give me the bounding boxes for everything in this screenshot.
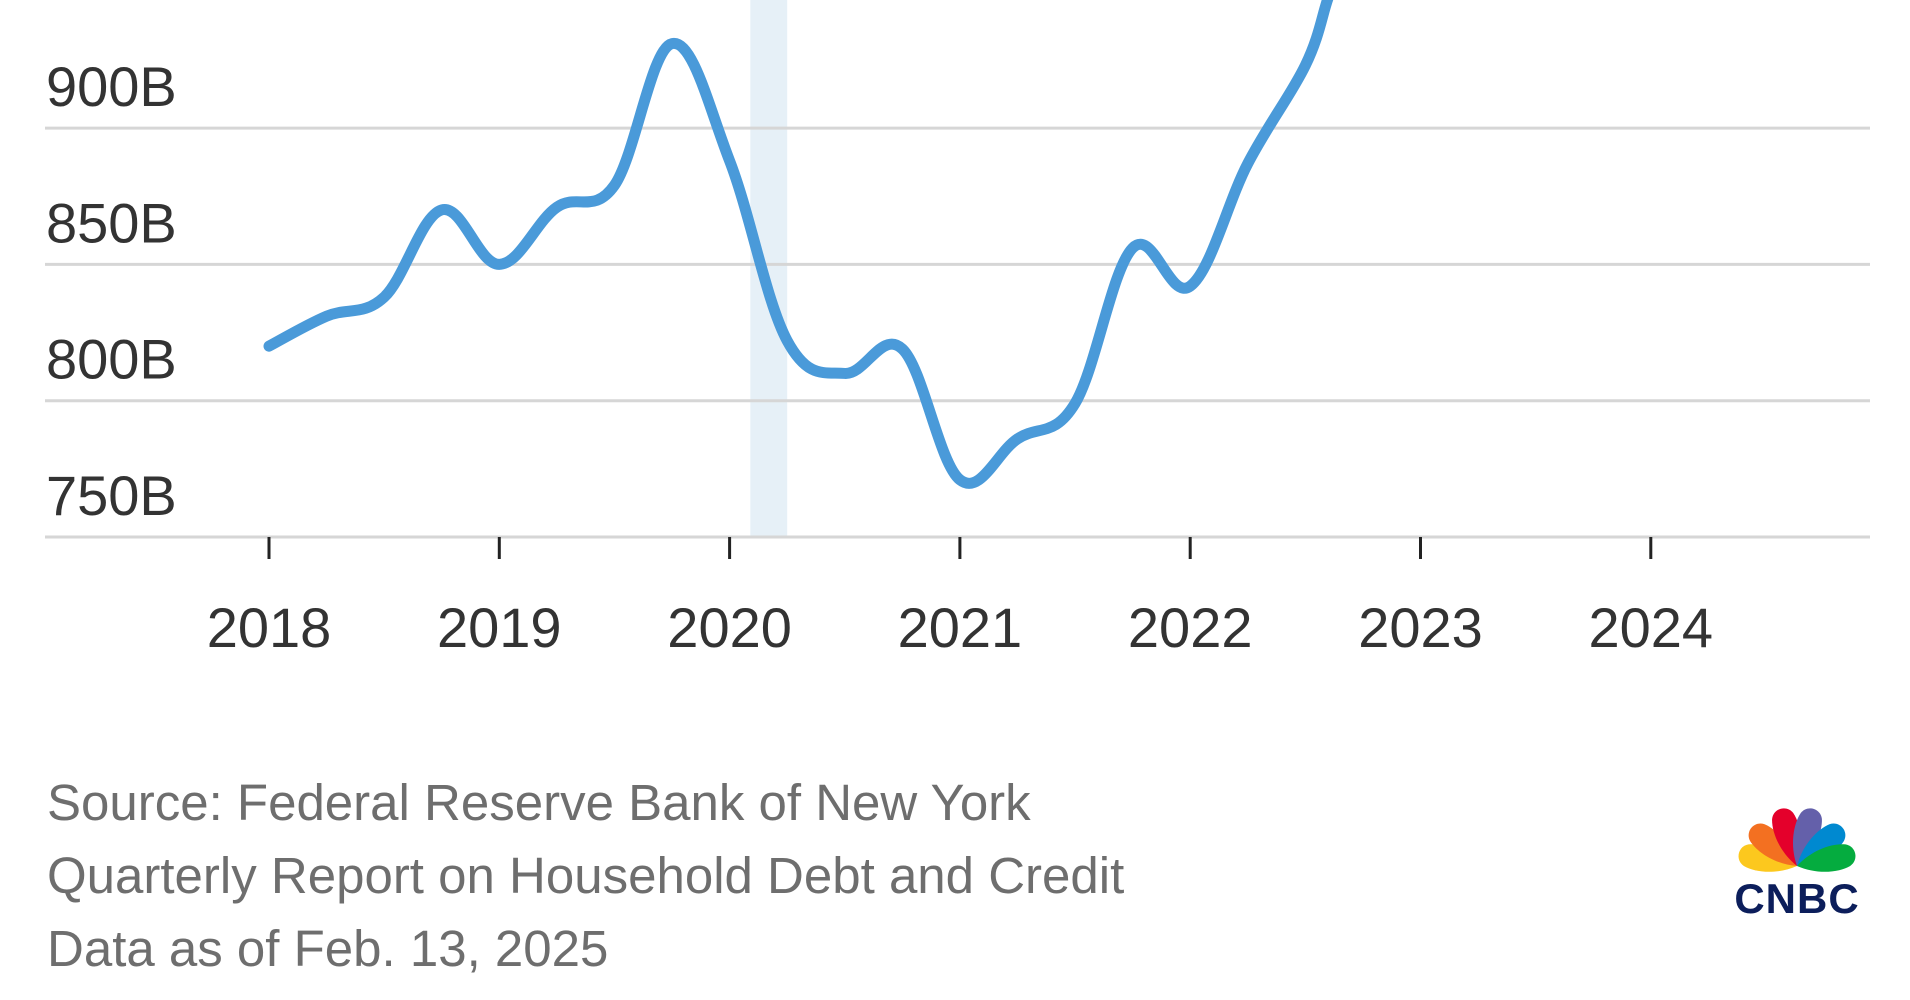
x-tick-label: 2024	[1589, 596, 1714, 659]
line-chart: 750B 800B 850B 900B 2018 2019 2020 2021 2022 202…	[45, 0, 1870, 659]
peacock-feather	[1748, 823, 1797, 866]
series-line	[263, 0, 1334, 489]
cnbc-wordmark: CNBC	[1734, 875, 1859, 920]
chart-footer: Source: Federal Reserve Bank of New York…	[47, 766, 1124, 985]
y-tick-label: 850B	[46, 191, 177, 254]
y-axis-labels: 750B 800B 850B 900B	[46, 55, 177, 527]
x-tick-label: 2019	[437, 596, 562, 659]
cnbc-logo-icon: CNBC	[1734, 808, 1859, 920]
peacock-feathers-icon	[1738, 808, 1856, 872]
peacock-feather	[1738, 844, 1797, 872]
report-text: Quarterly Report on Household Debt and C…	[47, 847, 1125, 904]
data-series	[263, 0, 1334, 489]
x-axis: 2018 2019 2020 2021 2022 2023 2024	[207, 537, 1713, 659]
date-text: Data as of Feb. 13, 2025	[47, 920, 609, 977]
x-tick-label: 2021	[898, 596, 1023, 659]
peacock-feather	[1792, 808, 1822, 866]
peacock-feather	[1797, 844, 1856, 872]
source-text: Source: Federal Reserve Bank of New York	[47, 774, 1031, 831]
y-tick-label: 900B	[46, 55, 177, 118]
gridlines	[45, 126, 1870, 539]
recession-band	[750, 0, 788, 537]
x-tick-label: 2020	[667, 596, 792, 659]
y-tick-label: 800B	[46, 328, 177, 391]
recession-shade	[750, 0, 788, 537]
x-tick-label: 2018	[207, 596, 332, 659]
x-tick-label: 2022	[1128, 596, 1253, 659]
y-tick-label: 750B	[46, 464, 177, 527]
x-tick-label: 2023	[1358, 596, 1483, 659]
peacock-feather	[1797, 823, 1846, 866]
